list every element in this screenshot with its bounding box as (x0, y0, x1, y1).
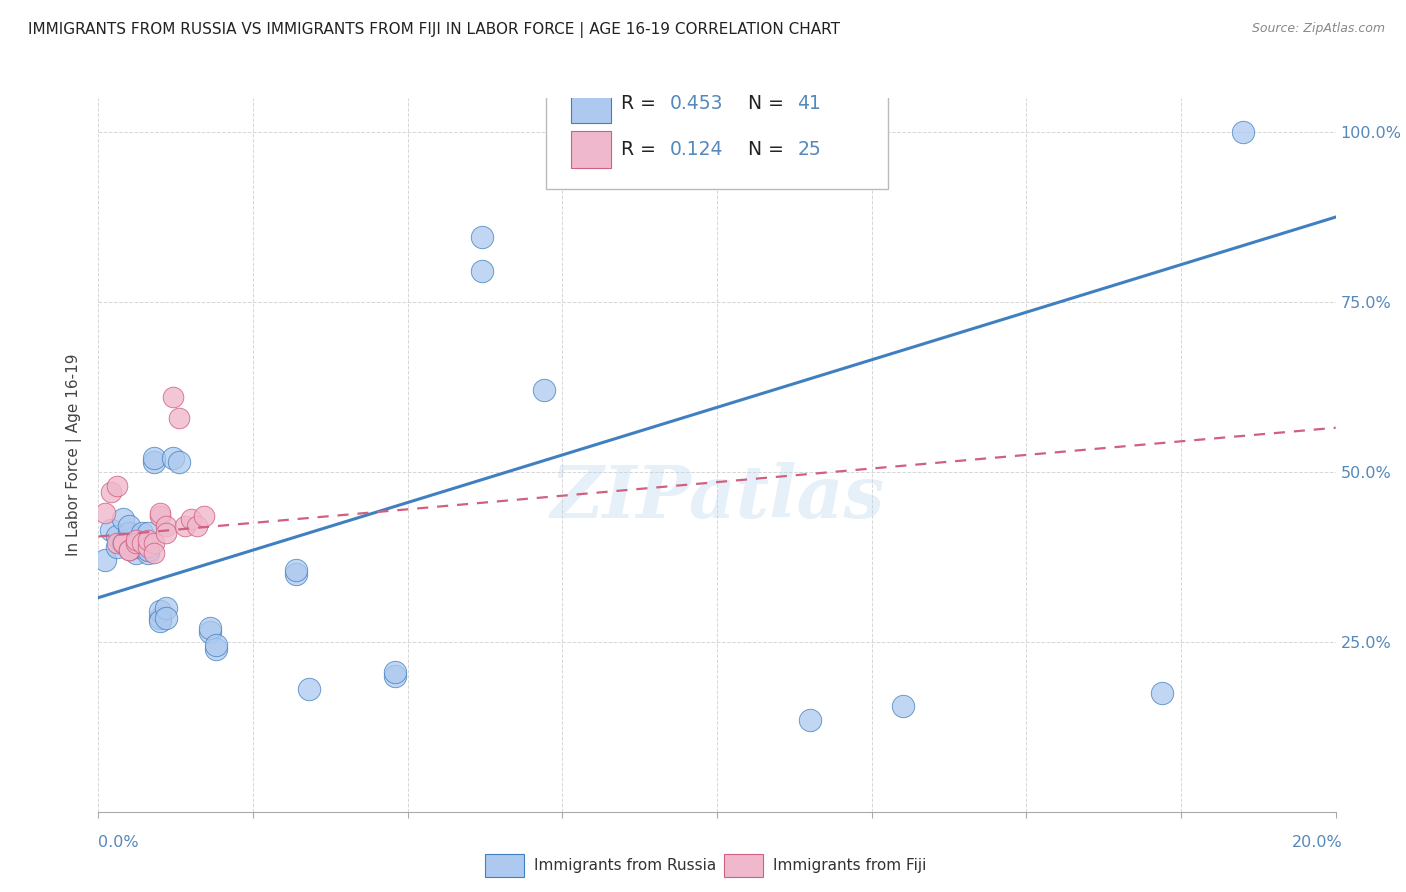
Point (112, 536, 135, 550)
Text: 0.453: 0.453 (671, 95, 724, 113)
Point (155, 611, 177, 625)
Text: 20.0%: 20.0% (1292, 836, 1343, 850)
Point (193, 509, 215, 524)
Text: 0.124: 0.124 (671, 140, 724, 159)
Point (100, 485, 122, 500)
Point (100, 523, 122, 537)
Point (471, 230, 494, 244)
Point (136, 533, 159, 547)
Point (131, 526, 153, 541)
Point (174, 519, 197, 533)
Point (384, 669, 406, 683)
Point (136, 543, 159, 558)
Point (124, 533, 146, 547)
FancyBboxPatch shape (547, 68, 887, 189)
Point (124, 540, 146, 554)
Point (112, 536, 135, 550)
Point (149, 611, 172, 625)
Point (285, 566, 308, 581)
Point (136, 540, 159, 554)
Point (384, 665, 406, 680)
Point (112, 536, 135, 550)
Point (131, 536, 153, 550)
Point (285, 564, 308, 578)
Point (155, 600, 177, 615)
Point (1152, 686, 1174, 700)
Text: ZIPatlas: ZIPatlas (550, 462, 884, 533)
Point (298, 682, 321, 697)
Point (118, 543, 141, 558)
Point (105, 536, 128, 550)
Point (131, 536, 153, 550)
Point (162, 390, 184, 404)
Text: 25: 25 (797, 140, 821, 159)
Point (167, 455, 190, 469)
Point (118, 526, 141, 541)
Point (93, 553, 115, 567)
Point (155, 519, 177, 533)
Text: R =: R = (620, 95, 655, 113)
Point (105, 540, 128, 554)
Point (198, 624, 221, 639)
Point (143, 546, 166, 560)
Point (149, 509, 172, 524)
Point (118, 543, 141, 558)
Point (136, 526, 159, 541)
Point (533, 384, 555, 398)
Text: Immigrants from Russia: Immigrants from Russia (534, 858, 717, 872)
Point (180, 512, 202, 526)
Point (105, 529, 128, 543)
Text: 41: 41 (797, 95, 821, 113)
Y-axis label: In Labor Force | Age 16-19: In Labor Force | Age 16-19 (66, 353, 83, 557)
Point (167, 410, 190, 425)
Text: N =: N = (748, 95, 785, 113)
Point (205, 638, 228, 652)
Point (149, 506, 172, 520)
Point (1232, 125, 1254, 139)
Point (118, 536, 141, 550)
Point (143, 536, 166, 550)
Point (162, 451, 184, 466)
Point (136, 546, 159, 560)
Point (143, 451, 166, 466)
Point (471, 264, 494, 278)
Text: R =: R = (620, 140, 655, 159)
Text: 0.0%: 0.0% (98, 836, 139, 850)
Point (93, 506, 115, 520)
Point (124, 546, 146, 560)
Point (149, 604, 172, 618)
Point (124, 536, 146, 550)
Point (198, 621, 221, 635)
Text: N =: N = (748, 140, 785, 159)
Point (155, 526, 177, 541)
Text: Source: ZipAtlas.com: Source: ZipAtlas.com (1251, 22, 1385, 36)
Point (118, 519, 141, 533)
Point (105, 478, 128, 492)
Text: Immigrants from Fiji: Immigrants from Fiji (773, 858, 927, 872)
FancyBboxPatch shape (571, 131, 610, 168)
Text: IMMIGRANTS FROM RUSSIA VS IMMIGRANTS FROM FIJI IN LABOR FORCE | AGE 16-19 CORREL: IMMIGRANTS FROM RUSSIA VS IMMIGRANTS FRO… (28, 22, 841, 38)
Point (143, 455, 166, 469)
Point (149, 615, 172, 629)
Point (891, 699, 914, 714)
Point (205, 641, 228, 656)
Point (112, 512, 135, 526)
FancyBboxPatch shape (571, 86, 610, 123)
Point (799, 713, 821, 727)
Point (186, 519, 208, 533)
